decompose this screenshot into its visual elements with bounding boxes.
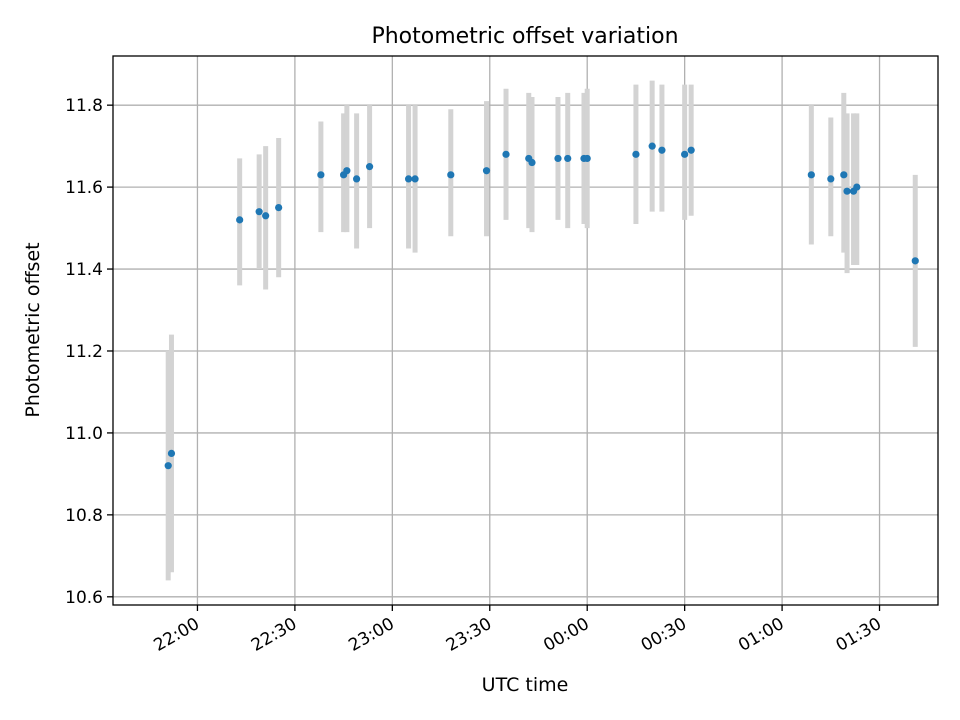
data-point bbox=[343, 167, 351, 175]
data-point bbox=[365, 163, 374, 171]
y-tick-label: 10.6 bbox=[65, 588, 103, 608]
y-tick-label: 10.8 bbox=[65, 506, 103, 526]
data-point bbox=[658, 146, 666, 154]
y-axis-label: Photometric offset bbox=[22, 242, 44, 417]
data-point bbox=[843, 187, 851, 195]
data-point bbox=[807, 171, 815, 179]
data-point bbox=[275, 203, 283, 212]
data-point bbox=[583, 154, 591, 163]
y-tick-label: 11.0 bbox=[65, 424, 103, 444]
plot-frame bbox=[112, 55, 939, 606]
data-point bbox=[632, 150, 640, 158]
data-points bbox=[164, 142, 919, 470]
data-point bbox=[262, 212, 270, 220]
data-point bbox=[648, 142, 656, 150]
data-point bbox=[911, 257, 919, 265]
data-point bbox=[502, 150, 510, 158]
data-point bbox=[404, 175, 413, 183]
data-point bbox=[554, 154, 562, 163]
data-point bbox=[236, 216, 244, 224]
data-point bbox=[447, 171, 455, 179]
chart-title: Photometric offset variation bbox=[371, 24, 678, 49]
y-tick-label: 11.2 bbox=[65, 342, 103, 362]
data-point bbox=[353, 175, 361, 183]
data-point bbox=[827, 175, 835, 183]
data-point bbox=[840, 171, 848, 179]
y-tick-label: 11.4 bbox=[65, 260, 103, 280]
data-point bbox=[564, 154, 572, 163]
y-tick-label: 11.8 bbox=[65, 96, 103, 116]
data-point bbox=[167, 449, 176, 458]
data-point bbox=[853, 183, 861, 191]
y-tick-label: 11.6 bbox=[65, 178, 103, 198]
data-point bbox=[687, 146, 695, 154]
y-axis-ticks: 10.6 10.8 11.0 11.2 11.4 11.6 11.8 bbox=[65, 96, 113, 608]
data-point bbox=[411, 175, 419, 183]
data-point bbox=[681, 150, 689, 158]
data-point bbox=[317, 171, 325, 179]
data-point bbox=[528, 158, 536, 167]
x-axis-label: UTC time bbox=[482, 674, 569, 696]
data-point bbox=[255, 208, 263, 216]
data-point bbox=[482, 167, 491, 175]
data-point bbox=[164, 462, 172, 470]
